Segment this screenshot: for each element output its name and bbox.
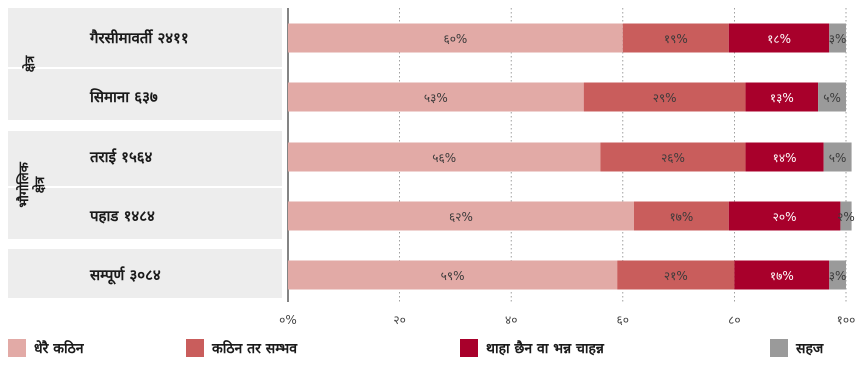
bar-segment xyxy=(823,142,852,172)
bar-segment xyxy=(288,142,601,172)
bar-segment xyxy=(728,23,830,53)
bar-segment xyxy=(288,201,634,231)
row-label: पहाड १४८४ xyxy=(89,207,155,225)
legend-item: थाहा छैन वा भन्न चाहन्न xyxy=(460,338,604,358)
data-label: २९% xyxy=(653,91,677,105)
row-label: सम्पूर्ण ३०८४ xyxy=(89,266,161,285)
legend-swatch xyxy=(186,339,204,357)
data-label: २% xyxy=(837,210,855,224)
data-label: १८% xyxy=(767,32,791,46)
row-separator xyxy=(8,67,282,69)
legend-label: सहज xyxy=(796,340,824,357)
data-label: ६०% xyxy=(443,32,467,46)
bar-segment xyxy=(840,201,852,231)
legend-swatch xyxy=(460,339,478,357)
bar-segment xyxy=(745,142,824,172)
row-label: सिमाना ६३७ xyxy=(89,88,158,106)
group-panel xyxy=(8,8,282,120)
bar-segment xyxy=(622,23,729,53)
legend-item: धेरै कठिन xyxy=(8,338,84,358)
data-label: १७% xyxy=(770,269,794,283)
bar-segment xyxy=(600,142,746,172)
bar-segment xyxy=(288,260,618,290)
legend-item: सहज xyxy=(770,338,823,358)
data-label: ६२% xyxy=(449,210,473,224)
bar-segment xyxy=(633,201,729,231)
bar-segment xyxy=(728,201,841,231)
data-label: २१% xyxy=(664,269,688,283)
data-label: १९% xyxy=(664,32,688,46)
legend-item: कठिन तर सम्भव xyxy=(186,338,297,358)
row-label: गैरसीमावर्ती २४११ xyxy=(89,29,189,47)
data-label: ५९% xyxy=(441,269,465,283)
stacked-bar-chart: ०% २० ४० ६० ८० १०० क्षेत्र भौगोलिकक्षेत्र गैरसीम… xyxy=(8,8,856,327)
bar-segment xyxy=(745,82,819,112)
data-label: २६% xyxy=(661,151,685,165)
x-tick-label: ४० xyxy=(505,313,517,327)
x-tick-label: १०० xyxy=(837,313,856,327)
x-tick-label: ८० xyxy=(728,313,740,327)
group-label: भौगोलिकक्षेत्र xyxy=(16,161,48,207)
legend-label: थाहा छैन वा भन्न चाहन्न xyxy=(486,340,604,357)
group-panel xyxy=(8,131,282,239)
bar-segment xyxy=(818,82,846,112)
group-panel xyxy=(8,249,282,298)
x-tick-label: ०% xyxy=(279,313,297,327)
group-label: क्षेत्र xyxy=(22,55,38,72)
bar-segment xyxy=(288,23,623,53)
bar-segment xyxy=(829,23,846,53)
x-tick-label: ६० xyxy=(617,313,629,327)
bar-segment xyxy=(288,82,584,112)
data-label: ५% xyxy=(823,91,841,105)
bar-segment xyxy=(617,260,735,290)
row-separator xyxy=(8,186,282,188)
legend-label: कठिन तर सम्भव xyxy=(212,340,298,357)
legend: धेरै कठिन कठिन तर सम्भव थाहा छैन वा भन्न च… xyxy=(0,338,857,362)
data-label: १३% xyxy=(770,91,794,105)
data-label: ५३% xyxy=(424,91,448,105)
bar-segment xyxy=(583,82,746,112)
data-label: ३% xyxy=(829,269,847,283)
bar-segment xyxy=(734,260,830,290)
legend-swatch xyxy=(770,339,788,357)
legend-swatch xyxy=(8,339,26,357)
bar-segment xyxy=(829,260,846,290)
x-tick-label: २० xyxy=(393,313,405,327)
data-label: १७% xyxy=(669,210,693,224)
row-label: तराई १५६४ xyxy=(89,148,153,166)
data-label: ५% xyxy=(829,151,847,165)
data-label: ५६% xyxy=(432,151,456,165)
legend-label: धेरै कठिन xyxy=(34,340,84,357)
data-label: ३% xyxy=(829,32,847,46)
data-label: १४% xyxy=(773,151,797,165)
data-label: २०% xyxy=(773,210,797,224)
